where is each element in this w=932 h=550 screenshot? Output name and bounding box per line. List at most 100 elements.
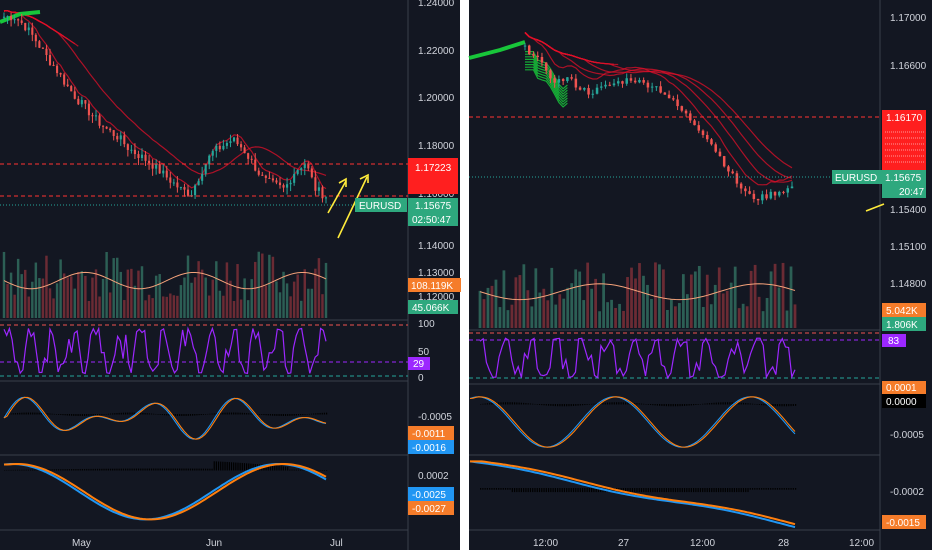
ribbon-line [524, 32, 619, 66]
histogram-bar [4, 414, 6, 415]
histogram-bar [570, 404, 572, 407]
histogram-bar [27, 412, 29, 415]
left-symbol-tag [355, 198, 407, 212]
histogram-bar [595, 403, 597, 405]
histogram-bar [729, 488, 731, 493]
histogram-bar [588, 488, 590, 493]
volume-bar [670, 299, 673, 328]
histogram-bar [693, 488, 695, 493]
histogram-bar [34, 469, 36, 471]
candle-body [557, 79, 561, 83]
volume-bar [215, 261, 218, 318]
histogram-bar [99, 414, 101, 416]
histogram-bar [142, 412, 144, 415]
candle-body [98, 115, 101, 126]
histogram-bar [690, 488, 692, 493]
histogram-bar [486, 403, 488, 405]
candle-body [782, 191, 785, 193]
histogram-bar [697, 488, 699, 493]
histogram-bar [572, 404, 575, 406]
candle-body [300, 168, 303, 170]
histogram-bar [155, 468, 157, 471]
histogram-bar [170, 468, 172, 471]
histogram-bar [631, 488, 634, 493]
volume-bar [789, 266, 793, 328]
volume-bar [250, 279, 253, 318]
left-rsi-tag [408, 357, 430, 370]
histogram-bar [34, 412, 36, 415]
volume-bar [606, 302, 609, 328]
candle-body [38, 41, 41, 48]
candle-body [204, 164, 207, 174]
volume-bar [777, 287, 781, 328]
left-resistance-label: 1.17223 [415, 163, 452, 174]
histogram-bar [83, 468, 86, 471]
histogram-bar [250, 413, 252, 415]
volume-bar [546, 300, 550, 328]
histogram-bar [776, 488, 779, 490]
histogram-bar [25, 469, 27, 471]
histogram-bar [163, 414, 166, 416]
candle-body [663, 92, 667, 95]
histogram-bar [776, 404, 779, 407]
candle-body [84, 100, 87, 104]
histogram-bar [527, 488, 529, 493]
histogram-bar [609, 402, 611, 405]
histogram-bar [183, 414, 185, 416]
volume-bar [87, 300, 91, 318]
candle-body [718, 151, 722, 157]
volume-bar [550, 267, 554, 328]
candle-body [693, 120, 696, 126]
left-x-axis: May Jun Jul [72, 538, 343, 549]
volume-bar [478, 290, 482, 328]
histogram-bar [274, 465, 276, 471]
left-countdown-label: 02:50:47 [412, 215, 451, 226]
right-stoch-tag-orange [882, 381, 926, 394]
volume-bar [705, 274, 709, 328]
histogram-bar [256, 413, 259, 415]
histogram-bar [722, 402, 724, 405]
candle-body [612, 83, 616, 86]
histogram-bar [179, 468, 181, 471]
volume-bar [310, 288, 314, 318]
right-arrow [865, 203, 885, 212]
histogram-bar [645, 488, 647, 493]
histogram-bar [523, 402, 525, 405]
volume-bar [162, 296, 165, 318]
histogram-bar [163, 468, 166, 471]
histogram-bar [708, 403, 711, 405]
volume-bar [222, 295, 225, 318]
histogram-bar [659, 404, 661, 406]
histogram-bar [107, 413, 109, 415]
histogram-bar [103, 414, 105, 415]
histogram-bar [767, 488, 770, 490]
chart-separator [460, 0, 469, 550]
volume-bar [498, 307, 502, 328]
histogram-bar [520, 488, 522, 493]
histogram-bar [643, 488, 645, 493]
candle-body [549, 70, 552, 79]
histogram-bar [289, 469, 291, 471]
candle-body [680, 106, 684, 111]
volume-bar [165, 296, 168, 318]
histogram-bar [538, 488, 541, 493]
histogram-bar [695, 404, 697, 405]
right-y-tick: 1.16600 [890, 61, 927, 72]
histogram-bar [280, 414, 282, 416]
volume-bar [16, 258, 20, 318]
histogram-bar [706, 403, 708, 405]
right-stoch-tick: -0.0005 [890, 430, 924, 441]
histogram-bar [482, 488, 484, 490]
right-vol-ma-tag [882, 303, 926, 317]
candle-body [659, 86, 662, 93]
candle-body [553, 78, 556, 83]
histogram-bar [761, 404, 763, 406]
right-candles [523, 43, 794, 205]
candle-body [697, 125, 701, 131]
histogram-bar [733, 488, 736, 493]
candle-body [211, 150, 214, 156]
histogram-bar [291, 414, 293, 416]
histogram-bar [142, 468, 144, 471]
histogram-bar [659, 488, 661, 493]
histogram-bar [181, 414, 183, 416]
